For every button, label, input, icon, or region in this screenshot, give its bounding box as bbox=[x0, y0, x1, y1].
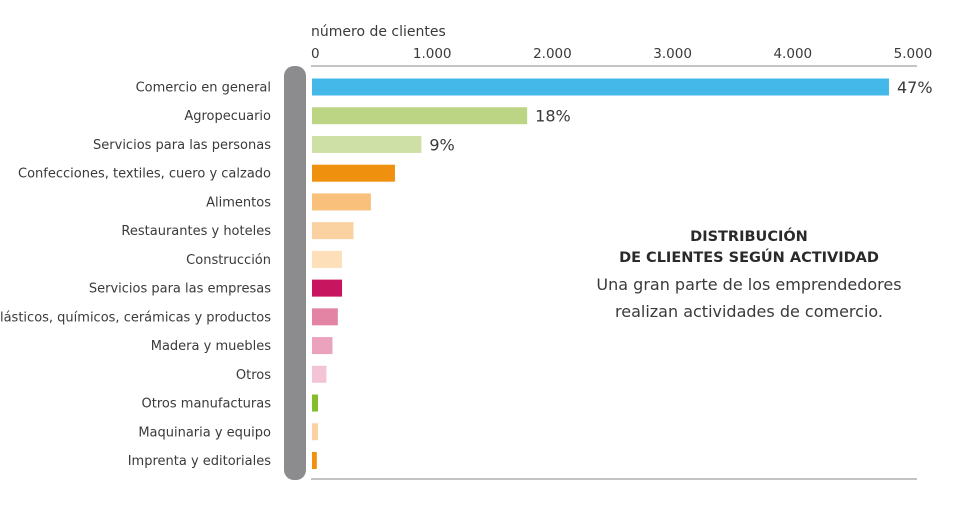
category-label: Servicios para las personas bbox=[93, 138, 271, 153]
category-label: Comercio en general bbox=[136, 81, 271, 96]
data-labels: 47% 18% 9% bbox=[429, 78, 932, 154]
data-label: 18% bbox=[535, 107, 571, 126]
x-tick-label: 1.000 bbox=[413, 46, 452, 62]
bar bbox=[312, 308, 338, 326]
bars bbox=[312, 78, 889, 469]
bar bbox=[312, 107, 528, 125]
bar bbox=[312, 193, 371, 211]
bar bbox=[312, 279, 343, 297]
category-label: Confecciones, textiles, cuero y calzado bbox=[18, 167, 271, 182]
x-tick-label: 2.000 bbox=[533, 46, 572, 62]
category-label: Imprenta y editoriales bbox=[128, 454, 272, 469]
data-label: 9% bbox=[429, 135, 454, 154]
category-label: Otros manufacturas bbox=[142, 397, 272, 412]
bar bbox=[312, 451, 317, 469]
bar bbox=[312, 78, 889, 96]
annotation-title-line1: DISTRIBUCIÓN bbox=[690, 227, 808, 245]
bar bbox=[312, 337, 333, 355]
x-tick-label: 3.000 bbox=[653, 46, 692, 62]
bar bbox=[312, 222, 354, 240]
category-label: Servicios para las empresas bbox=[89, 282, 271, 297]
x-tick-label: 0 bbox=[311, 46, 320, 62]
category-label: Plásticos, químicos, cerámicas y product… bbox=[0, 310, 271, 325]
category-label: Madera y muebles bbox=[151, 339, 271, 354]
category-labels: Comercio en general Agropecuario Servicios… bbox=[0, 81, 271, 469]
x-tick-labels: 0 1.000 2.000 3.000 4.000 5.000 bbox=[311, 46, 932, 62]
x-tick-label: 5.000 bbox=[894, 46, 933, 62]
annotation-title-line2: DE CLIENTES SEGÚN ACTIVIDAD bbox=[619, 248, 879, 266]
category-label: Construcción bbox=[186, 253, 271, 268]
x-tick-label: 4.000 bbox=[773, 46, 812, 62]
category-label: Otros bbox=[236, 368, 271, 383]
annotation-subtitle-line2: realizan actividades de comercio. bbox=[615, 302, 883, 321]
chart-annotation: DISTRIBUCIÓN DE CLIENTES SEGÚN ACTIVIDAD… bbox=[596, 227, 901, 321]
category-label: Agropecuario bbox=[184, 109, 271, 124]
bar bbox=[312, 164, 395, 182]
category-label: Maquinaria y equipo bbox=[138, 425, 271, 440]
category-bracket bbox=[284, 66, 306, 480]
data-label: 47% bbox=[897, 78, 933, 97]
category-label: Restaurantes y hoteles bbox=[121, 224, 271, 239]
bar bbox=[312, 365, 327, 383]
bar bbox=[312, 135, 422, 153]
x-axis-title: número de clientes bbox=[311, 24, 446, 40]
category-label: Alimentos bbox=[206, 195, 271, 210]
bar bbox=[312, 394, 319, 412]
bar bbox=[312, 423, 319, 441]
bar bbox=[312, 250, 343, 268]
annotation-subtitle-line1: Una gran parte de los emprendedores bbox=[596, 275, 901, 294]
